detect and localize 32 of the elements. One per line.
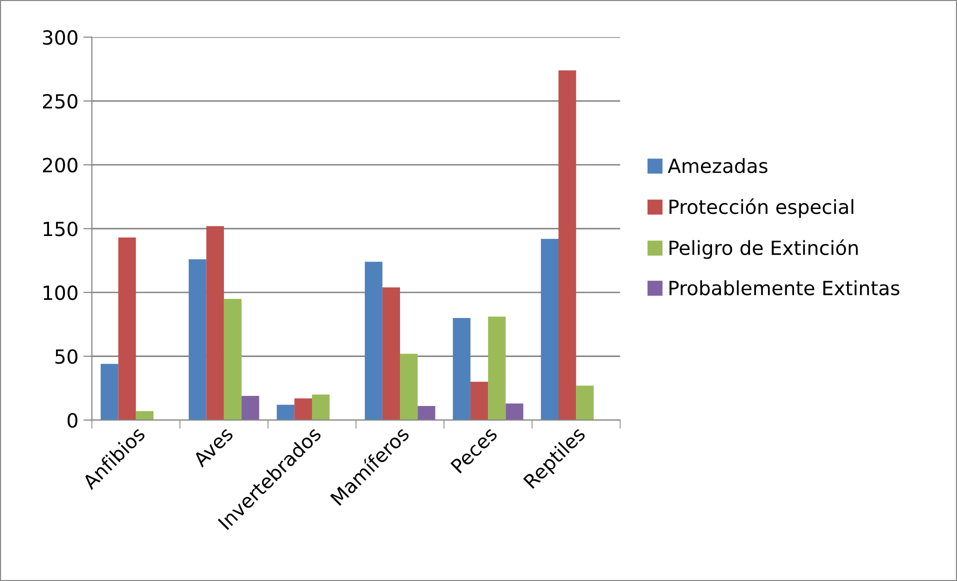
bar — [276, 404, 294, 420]
y-tick-label: 50 — [55, 349, 78, 364]
legend-label: Amezadas — [668, 158, 768, 174]
bar — [382, 287, 400, 420]
bar — [224, 298, 242, 420]
bar — [188, 259, 206, 420]
legend-label: Peligro de Extinción — [670, 239, 858, 259]
bar — [364, 262, 382, 420]
bar — [488, 316, 506, 420]
bar — [558, 70, 576, 420]
legend-label: Probablemente Extintas — [670, 280, 900, 296]
y-tick-label: 250 — [42, 94, 78, 109]
bar — [136, 411, 154, 420]
y-tick-label: 150 — [44, 222, 78, 236]
bar — [400, 354, 418, 420]
bar — [312, 394, 330, 420]
legend-label: Protección especial — [670, 198, 854, 218]
bar — [452, 318, 470, 420]
bar — [576, 386, 594, 420]
bar — [470, 382, 488, 420]
y-tick-label: 300 — [43, 30, 78, 45]
bar — [206, 226, 224, 420]
y-tick-label: 200 — [42, 158, 78, 172]
bar — [100, 364, 118, 420]
y-tick-label: 0 — [68, 413, 78, 428]
bar — [418, 406, 436, 420]
bar — [294, 398, 312, 420]
bar — [540, 238, 559, 420]
bar — [242, 396, 260, 420]
y-tick-label: 100 — [44, 285, 78, 300]
bar — [118, 238, 136, 420]
bar — [506, 403, 524, 420]
